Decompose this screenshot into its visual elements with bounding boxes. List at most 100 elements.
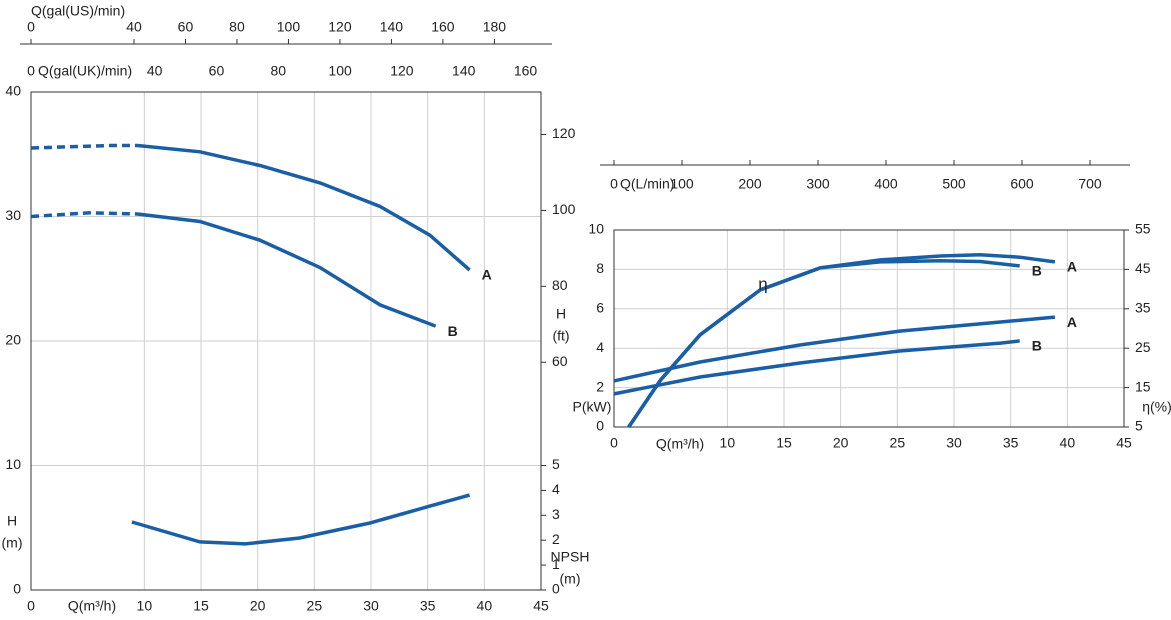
axis-label: η(%) [1142, 399, 1171, 415]
y3-tick-label: 0 [552, 581, 560, 597]
plot-frame [30, 91, 542, 591]
y3-tick-label: 4 [552, 481, 560, 497]
x-tick-label: 0 [610, 435, 618, 451]
top-tick-label: 140 [380, 19, 404, 35]
y-tick-label: 4 [596, 339, 604, 355]
axis-label: H [556, 306, 566, 322]
top-tick-label: 0 [610, 176, 618, 192]
annotation: η [758, 274, 767, 293]
axis-label: (m) [560, 571, 581, 587]
top-axis-label: Q(gal(UK)/min) [38, 63, 132, 79]
axis-label: P(kW) [573, 399, 612, 415]
y2-tick-label: 45 [1135, 260, 1151, 276]
curve [613, 315, 1056, 383]
curve [137, 143, 471, 272]
top-tick-label: 160 [514, 63, 538, 79]
series-label: B [1032, 338, 1042, 354]
top-tick-label: 120 [390, 63, 414, 79]
top-tick-label: 700 [1078, 176, 1102, 192]
x-tick-label: 40 [1060, 435, 1076, 451]
x-tick-label: 35 [1003, 435, 1019, 451]
top-tick-label: 0 [27, 19, 35, 35]
top-tick-label: 100 [328, 63, 352, 79]
x-tick-label: 45 [1116, 435, 1132, 451]
top-tick-label: 60 [178, 19, 194, 35]
y-tick-label: 10 [5, 456, 21, 472]
curve [137, 212, 437, 328]
top-tick-label: 60 [209, 63, 225, 79]
series-label: A [1067, 259, 1077, 275]
y2-tick-label: 100 [552, 201, 576, 217]
x-tick-label: 15 [193, 598, 209, 614]
series-label: B [1032, 263, 1042, 279]
x-tick-label: 20 [250, 598, 266, 614]
x-tick-label: 25 [307, 598, 323, 614]
x-tick-label: 30 [946, 435, 962, 451]
y3-tick-label: 2 [552, 531, 560, 547]
x-tick-label: 15 [776, 435, 792, 451]
y2-tick-label: 5 [1135, 418, 1143, 434]
axis-label: Q(m³/h) [68, 598, 116, 614]
top-tick-label: 40 [147, 63, 163, 79]
x-tick-label: 10 [720, 435, 736, 451]
top-tick-label: 140 [452, 63, 476, 79]
top-tick-label: 40 [126, 19, 142, 35]
y-tick-label: 20 [5, 332, 21, 348]
x-tick-label: 30 [363, 598, 379, 614]
series-label: A [482, 267, 492, 283]
y-tick-label: 6 [596, 300, 604, 316]
y2-tick-label: 55 [1135, 221, 1151, 237]
x-tick-label: 45 [533, 598, 549, 614]
series-label: A [1067, 314, 1077, 330]
y-tick-label: 2 [596, 378, 604, 394]
x-tick-label: 10 [137, 598, 153, 614]
y2-tick-label: 120 [552, 125, 576, 141]
y-tick-label: 0 [13, 581, 21, 597]
top-tick-label: 120 [328, 19, 352, 35]
x-tick-label: 25 [890, 435, 906, 451]
axis-label: NPSH [551, 549, 590, 565]
y2-tick-label: 15 [1135, 378, 1151, 394]
y2-tick-label: 35 [1135, 300, 1151, 316]
top-tick-label: 80 [229, 19, 245, 35]
axis-label: (ft) [552, 328, 569, 344]
curve [30, 143, 138, 150]
x-tick-label: 20 [833, 435, 849, 451]
axis-label: Q(m³/h) [656, 436, 704, 452]
top-tick-label: 100 [670, 176, 694, 192]
top-tick-label: 0 [27, 63, 35, 79]
top-tick-label: 500 [942, 176, 966, 192]
y-tick-label: 8 [596, 260, 604, 276]
y-tick-label: 30 [5, 207, 21, 223]
top-axis-label: Q(L/min) [620, 176, 674, 192]
top-tick-label: 80 [270, 63, 286, 79]
y-tick-label: 40 [5, 83, 21, 99]
plot-frame [613, 229, 1125, 428]
top-axis-label: Q(gal(US)/min) [31, 3, 125, 19]
top-tick-label: 200 [738, 176, 762, 192]
y-tick-label: 0 [596, 418, 604, 434]
x-tick-label: 35 [420, 598, 436, 614]
y3-tick-label: 1 [552, 556, 560, 572]
top-tick-label: 100 [277, 19, 301, 35]
curve [613, 339, 1020, 396]
y2-tick-label: 80 [552, 277, 568, 293]
top-tick-label: 600 [1010, 176, 1034, 192]
curve [627, 258, 1020, 428]
top-tick-label: 180 [483, 19, 507, 35]
top-tick-label: 300 [806, 176, 830, 192]
series-label: B [448, 323, 458, 339]
curve [131, 493, 471, 546]
y3-tick-label: 3 [552, 506, 560, 522]
y2-tick-label: 60 [552, 353, 568, 369]
top-tick-label: 400 [874, 176, 898, 192]
y3-tick-label: 5 [552, 456, 560, 472]
x-tick-label: 0 [27, 598, 35, 614]
axis-label: H [7, 513, 17, 529]
axis-label: (m) [2, 535, 23, 551]
curve [30, 211, 138, 219]
x-tick-label: 40 [477, 598, 493, 614]
top-tick-label: 160 [431, 19, 455, 35]
y-tick-label: 10 [588, 221, 604, 237]
y2-tick-label: 25 [1135, 339, 1151, 355]
